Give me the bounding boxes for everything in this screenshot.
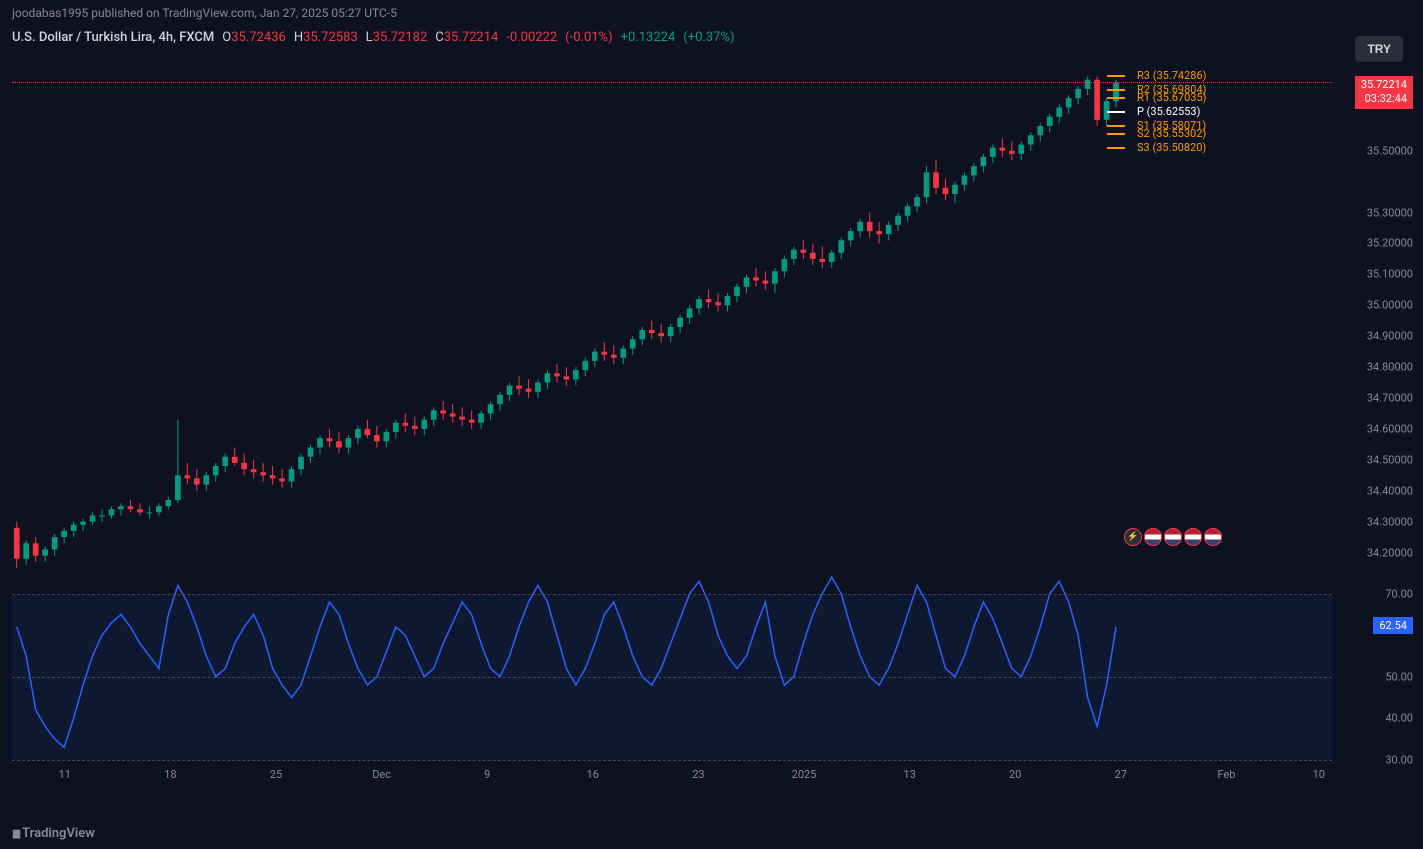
ohlc-l: L35.72182 xyxy=(366,30,428,45)
ohlc-c: C35.72214 xyxy=(435,30,498,45)
change-abs: -0.00222 xyxy=(506,30,557,45)
rsi-y-axis[interactable]: 70.0050.0040.0030.00 xyxy=(1343,573,1423,768)
event-icons-row: ⚡ xyxy=(1124,528,1222,546)
publish-header: joodabas1995 published on TradingView.co… xyxy=(0,0,1423,26)
main-price-chart[interactable]: R3 (35.74286)R2 (35.69804)R1 (35.67035)P… xyxy=(12,58,1332,568)
flag-icon[interactable] xyxy=(1144,528,1162,546)
tradingview-watermark: TradingView xyxy=(12,826,95,841)
change2-pct: (+0.37%) xyxy=(683,30,734,45)
flag-icon[interactable] xyxy=(1184,528,1202,546)
rsi-upper-line xyxy=(12,594,1332,595)
event-icon[interactable]: ⚡ xyxy=(1124,528,1142,546)
symbol-label: U.S. Dollar / Turkish Lira, 4h, FXCM xyxy=(12,30,214,45)
time-x-axis[interactable]: 111825Dec916232025132027Feb10 xyxy=(12,768,1332,788)
current-price-line xyxy=(12,82,1332,83)
chart-info-bar: U.S. Dollar / Turkish Lira, 4h, FXCM O35… xyxy=(0,26,1423,49)
current-price-badge: 35.72214 03:32:44 xyxy=(1355,76,1413,109)
candlestick-svg xyxy=(12,58,1332,568)
change2-abs: +0.13224 xyxy=(621,30,676,45)
price-y-axis[interactable]: 35.5000035.3000035.2000035.1000035.00000… xyxy=(1343,58,1423,568)
rsi-current-badge: 62.54 xyxy=(1373,617,1413,634)
rsi-lower-line xyxy=(12,760,1332,761)
chart-container: R3 (35.74286)R2 (35.69804)R1 (35.67035)P… xyxy=(0,58,1423,778)
flag-icon[interactable] xyxy=(1164,528,1182,546)
flag-icon[interactable] xyxy=(1204,528,1222,546)
ohlc-h: H35.72583 xyxy=(294,30,358,45)
rsi-mid-line xyxy=(12,677,1332,678)
ohlc-o: O35.72436 xyxy=(222,30,286,45)
change-pct: (-0.01%) xyxy=(565,30,612,45)
rsi-chart[interactable] xyxy=(12,573,1332,768)
